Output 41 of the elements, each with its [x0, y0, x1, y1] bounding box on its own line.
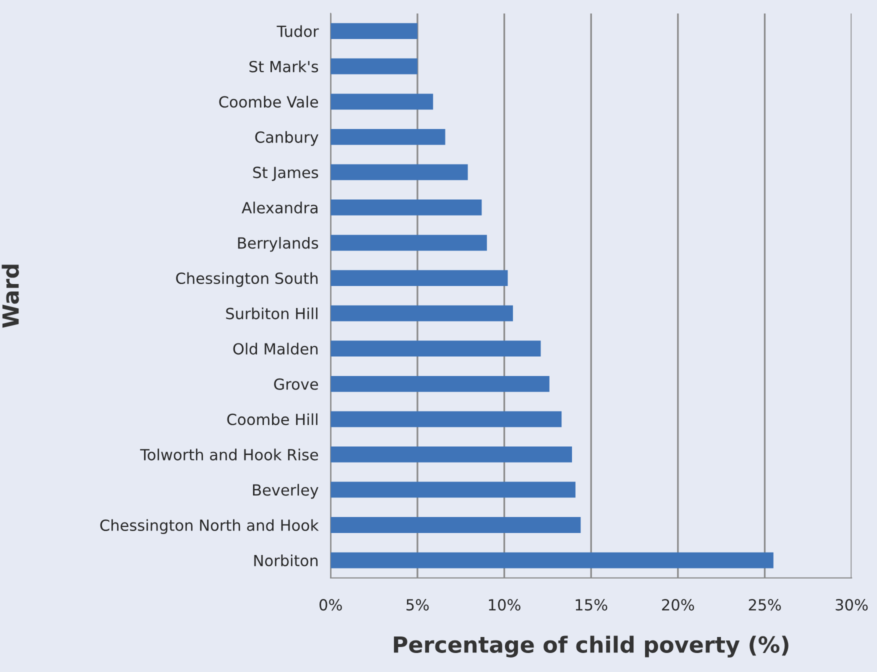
y-tick-label: Surbiton Hill: [226, 308, 318, 320]
bar: [330, 234, 487, 251]
y-tick-label: Canbury: [255, 131, 318, 146]
bar: [330, 305, 513, 322]
bar: [330, 376, 550, 392]
bar: [330, 164, 468, 180]
bar: [330, 200, 482, 216]
x-tick-label: 25%: [748, 599, 781, 611]
y-tick-label: Coombe Vale: [219, 96, 318, 108]
y-tick-label: Tolworth and Hook Rise: [140, 448, 318, 460]
y-axis-title: Ward: [2, 264, 19, 328]
y-tick-label: Coombe Hill: [227, 413, 318, 426]
bar: [330, 23, 418, 40]
y-tick-label: Grove: [274, 378, 318, 390]
y-tick-label: Berrylands: [238, 236, 318, 252]
y-tick-label: Old Malden: [233, 342, 318, 355]
bar: [330, 94, 434, 110]
bar: [330, 552, 774, 568]
bar: [330, 128, 446, 145]
y-tick-label: Norbiton: [254, 554, 318, 566]
bar: [330, 411, 562, 428]
x-tick-label: 15%: [576, 599, 608, 611]
bar: [330, 58, 418, 74]
x-axis-title: Percentage of child poverty (%): [394, 636, 788, 658]
y-tick-label: Alexandra: [242, 202, 318, 214]
x-tick-label: 10%: [488, 599, 520, 611]
y-tick-label: Tudor: [276, 25, 319, 38]
bar: [330, 517, 581, 533]
y-tick-label: St Mark's: [249, 60, 318, 72]
y-tick-label: St James: [253, 166, 318, 182]
x-tick-label: 20%: [662, 599, 694, 611]
bar: [330, 446, 572, 462]
bar: [330, 270, 508, 286]
x-tick-label: 30%: [836, 599, 868, 611]
y-tick-label: Chessington South: [176, 272, 318, 288]
bar: [330, 340, 541, 357]
y-tick-label: Chessington North and Hook: [100, 519, 319, 534]
x-tick-label: 5%: [406, 599, 429, 611]
y-tick-label: Beverley: [253, 484, 318, 499]
x-tick-label: 0%: [320, 599, 342, 611]
bar: [330, 482, 576, 498]
